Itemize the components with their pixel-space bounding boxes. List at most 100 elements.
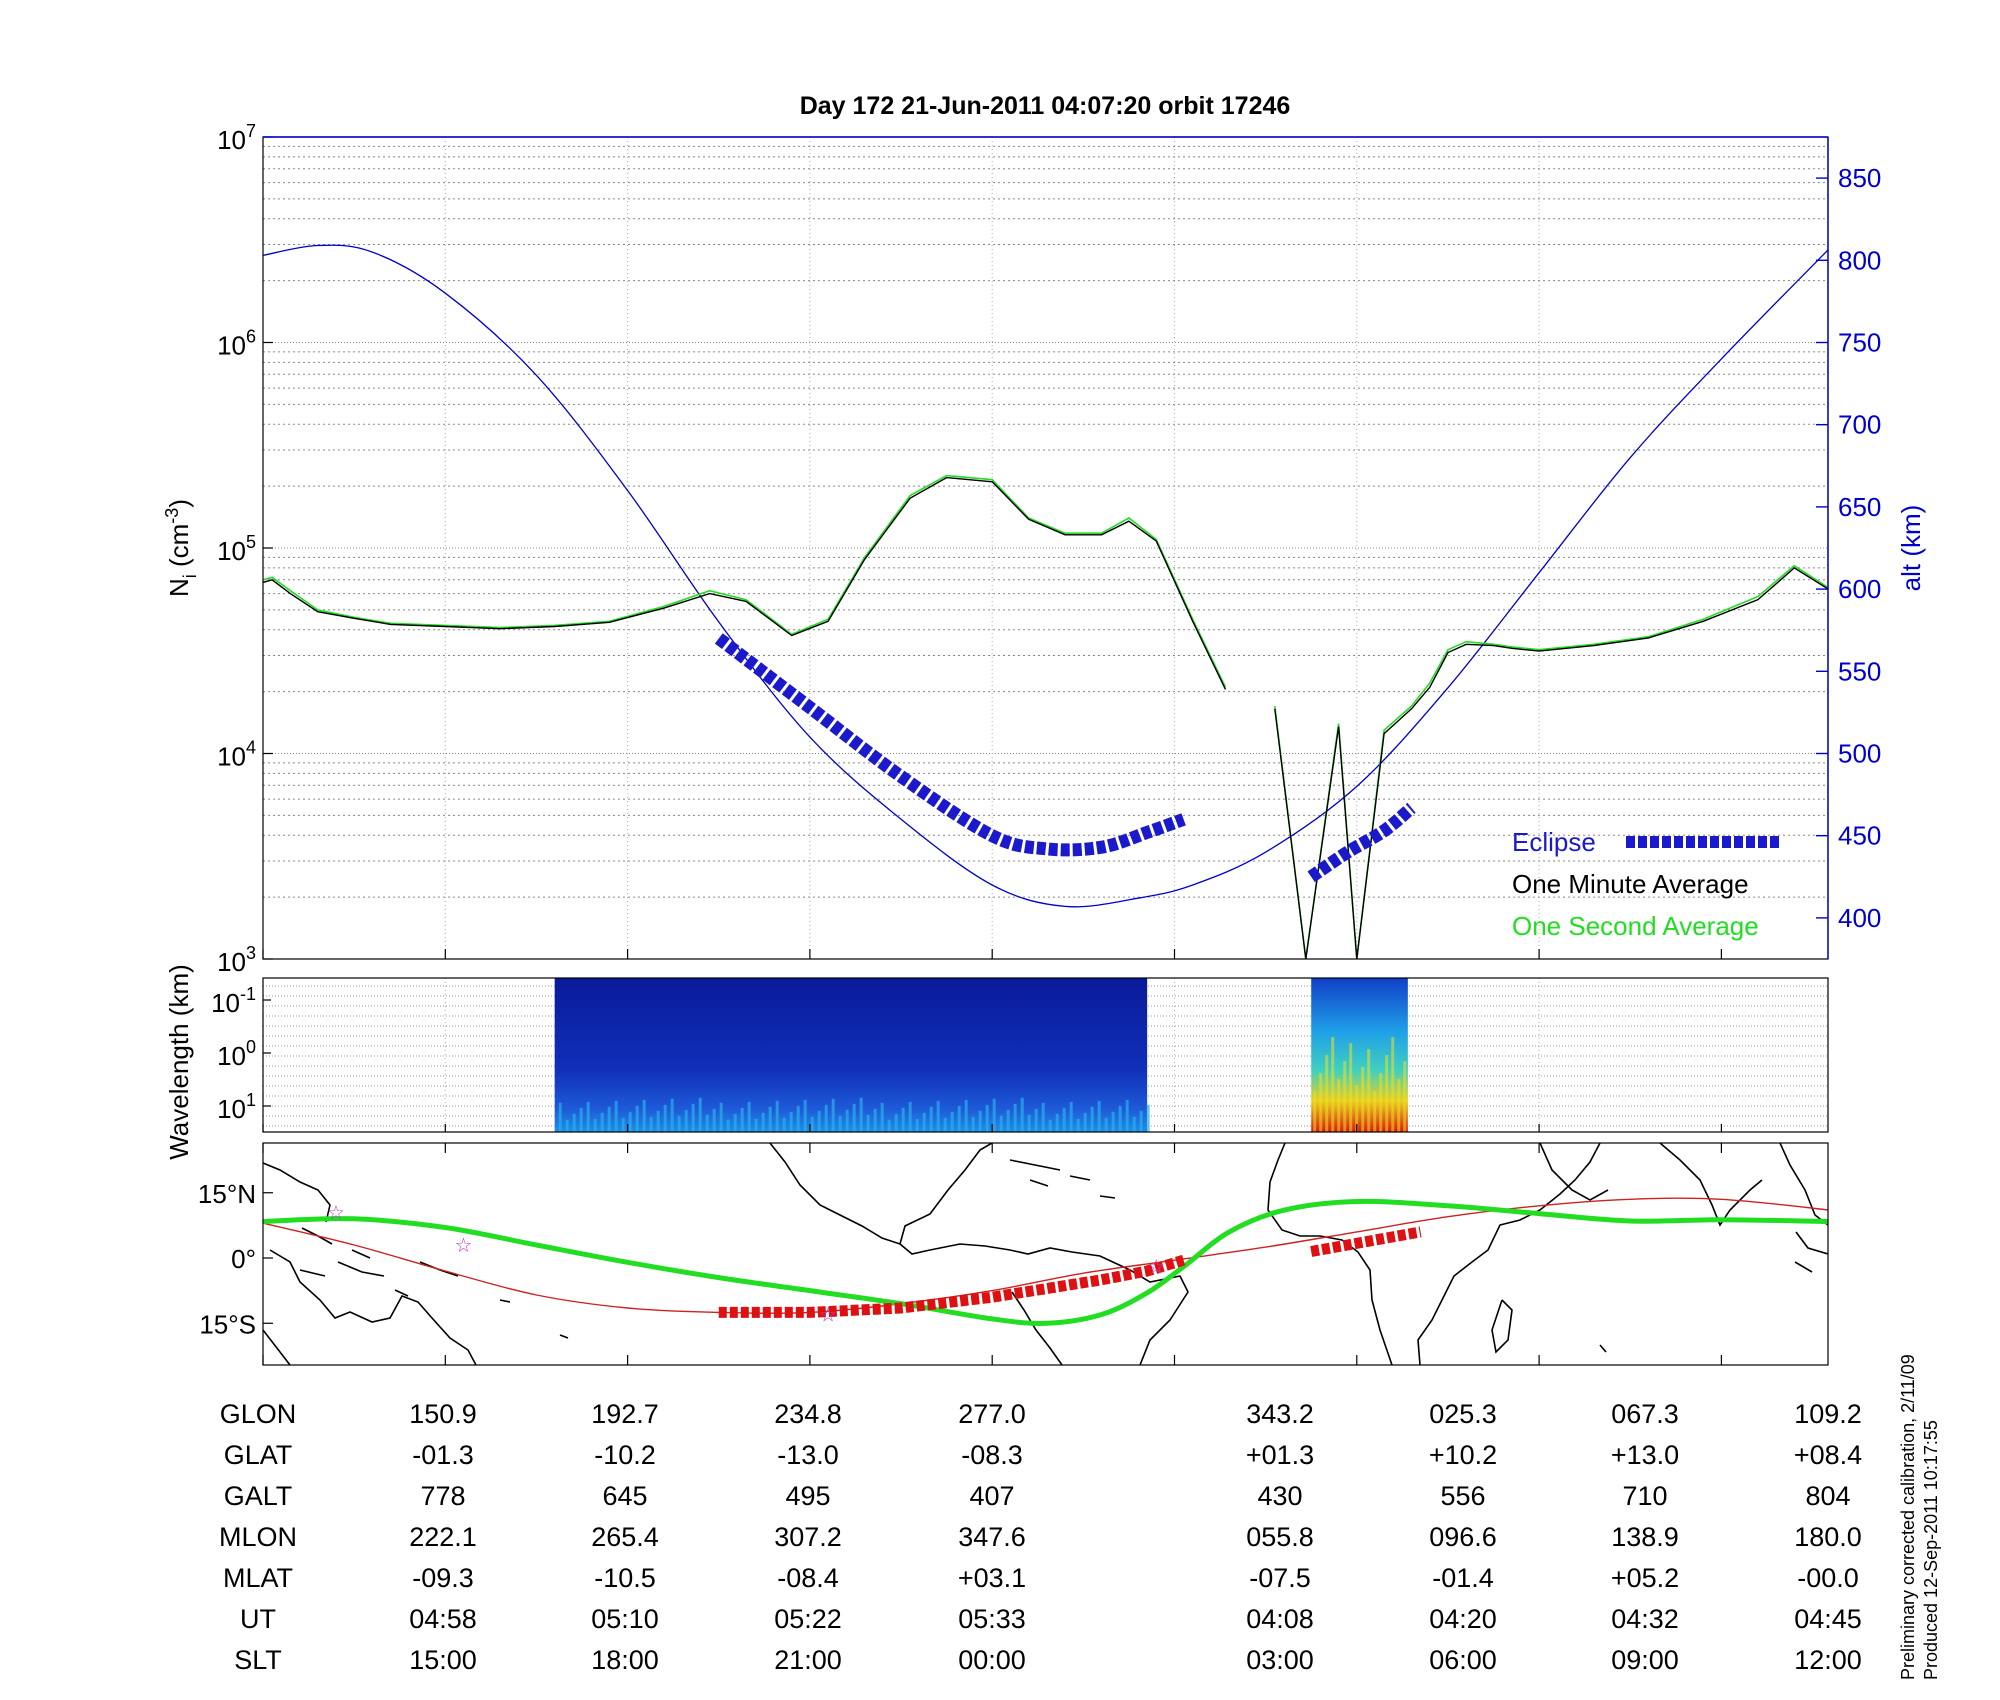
spectrogram-streak — [677, 1115, 681, 1132]
spectrogram-streak — [628, 1111, 632, 1132]
map-panel: ☆☆☆☆☆ 15°N0°15°S — [198, 1142, 1829, 1366]
table-cell: 265.4 — [591, 1522, 659, 1552]
table-cell: 06:00 — [1429, 1645, 1497, 1675]
table-cell: 025.3 — [1429, 1399, 1497, 1429]
spectrogram-streak — [1397, 1079, 1401, 1132]
spectrogram-streak — [635, 1105, 639, 1132]
map-tracks: ☆☆☆☆☆ — [263, 1197, 1828, 1327]
table-cell: 12:00 — [1794, 1645, 1862, 1675]
eclipse-track-segment — [718, 1254, 1186, 1318]
map-y-tick-label: 0° — [231, 1244, 256, 1274]
table-cell: 04:58 — [409, 1604, 477, 1634]
spectrogram-panel: 10-1 100 101 Wavelength (km) — [164, 964, 1829, 1160]
star-marker-icon: ☆ — [819, 1303, 837, 1327]
spectrogram-streak — [614, 1100, 618, 1132]
spectrogram-streak — [1379, 1073, 1383, 1132]
table-cell: 347.6 — [958, 1522, 1026, 1552]
spectrogram-streak — [1139, 1110, 1143, 1132]
table-cell: 645 — [602, 1481, 647, 1511]
spectrogram-streak — [656, 1110, 660, 1132]
spectrogram-streak — [873, 1108, 877, 1132]
density-y-label: Ni (cm-3) — [162, 499, 200, 597]
table-cell: -10.2 — [594, 1440, 656, 1470]
spectrogram-streak — [1041, 1102, 1045, 1132]
orbit-parameter-table: GLON 150.9 192.7 234.8 277.0 343.2 025.3 067.3 1… — [219, 1399, 1862, 1675]
table-cell: 15:00 — [409, 1645, 477, 1675]
star-marker-icon: ☆ — [1147, 1255, 1165, 1279]
table-cell: 055.8 — [1246, 1522, 1314, 1552]
one-minute-average-line — [263, 476, 1828, 959]
table-cell: -07.5 — [1249, 1563, 1311, 1593]
star-marker-icon: ☆ — [327, 1200, 345, 1224]
table-cell: 04:20 — [1429, 1604, 1497, 1634]
spectrogram-streak — [1104, 1117, 1108, 1132]
eclipse-segment — [714, 633, 1186, 857]
table-row-label: GALT — [224, 1481, 293, 1511]
altitude-y-tick-label: 750 — [1838, 328, 1881, 358]
spectrogram-streak — [810, 1116, 814, 1132]
chart-title: Day 172 21-Jun-2011 04:07:20 orbit 17246 — [800, 92, 1291, 120]
spectrogram-streak — [1343, 1061, 1347, 1132]
spectrogram-streak — [1062, 1107, 1066, 1132]
table-cell: -09.3 — [412, 1563, 474, 1593]
table-cell: -01.3 — [412, 1440, 474, 1470]
spectrogram-streak — [558, 1102, 562, 1132]
spectrogram-streak — [1090, 1106, 1094, 1132]
spectrogram-y-tick-label: 101 — [217, 1090, 256, 1124]
spectrogram-streak — [775, 1100, 779, 1132]
spectrogram-streak — [1111, 1111, 1115, 1132]
spectrogram-streak — [1118, 1105, 1122, 1132]
density-y-tick-label: 105 — [217, 532, 256, 566]
coast-madagascar — [1491, 1299, 1607, 1354]
spectrogram-streak — [1069, 1101, 1073, 1132]
table-row-label: SLT — [234, 1645, 282, 1675]
spectrogram-streak — [887, 1119, 891, 1132]
spectrogram-streak — [957, 1105, 961, 1132]
spectrogram-block-left — [554, 978, 1148, 1132]
spectrogram-streak — [1027, 1114, 1031, 1132]
altitude-y-tick-label: 650 — [1838, 492, 1881, 522]
altitude-y-tick-label: 600 — [1838, 574, 1881, 604]
spectrogram-streak — [1391, 1037, 1395, 1132]
density-y-tick-label: 107 — [217, 121, 256, 155]
spectrogram-streak — [726, 1119, 730, 1132]
legend-one-minute-label: One Minute Average — [1512, 869, 1749, 899]
spectrogram-streak — [999, 1115, 1003, 1132]
spectrogram-y-tick-label: 100 — [217, 1037, 256, 1071]
spectrogram-streak — [936, 1100, 940, 1132]
spectrogram-streak — [922, 1112, 926, 1132]
table-cell: 804 — [1805, 1481, 1850, 1511]
table-cell: 21:00 — [774, 1645, 842, 1675]
spectrogram-streak — [943, 1117, 947, 1132]
table-cell: 067.3 — [1611, 1399, 1679, 1429]
spectrogram-streak — [894, 1113, 898, 1132]
table-cell: 343.2 — [1246, 1399, 1314, 1429]
spectrogram-streak — [768, 1106, 772, 1132]
spectrogram-streak — [964, 1099, 968, 1132]
spectrogram-streak — [1331, 1037, 1335, 1132]
altitude-y-label: alt (km) — [1896, 505, 1926, 592]
spectrogram-streak — [1132, 1116, 1136, 1132]
spectrogram-streak — [761, 1112, 765, 1132]
table-cell: +10.2 — [1429, 1440, 1497, 1470]
table-cell: -08.4 — [777, 1563, 839, 1593]
spectrogram-streak — [859, 1097, 863, 1132]
coast-caribbean — [1009, 1159, 1116, 1199]
spectrogram-streak — [1146, 1104, 1150, 1132]
spectrogram-streak — [1048, 1119, 1052, 1132]
spectrogram-streak — [747, 1101, 751, 1132]
density-panel-background — [263, 137, 1828, 959]
table-cell: +05.2 — [1611, 1563, 1679, 1593]
table-cell: 00:00 — [958, 1645, 1026, 1675]
table-cell: 109.2 — [1794, 1399, 1862, 1429]
spectrogram-data — [554, 978, 1408, 1132]
legend-eclipse-label: Eclipse — [1512, 827, 1596, 857]
spectrogram-streak — [754, 1118, 758, 1132]
density-y-ticks: 103 104 105 106 107 — [217, 121, 273, 977]
altitude-y-tick-label: 450 — [1838, 821, 1881, 851]
spectrogram-streak — [719, 1102, 723, 1132]
spectrogram-y-label: Wavelength (km) — [164, 964, 194, 1160]
table-cell: 495 — [785, 1481, 830, 1511]
spectrogram-streak — [1367, 1049, 1371, 1132]
